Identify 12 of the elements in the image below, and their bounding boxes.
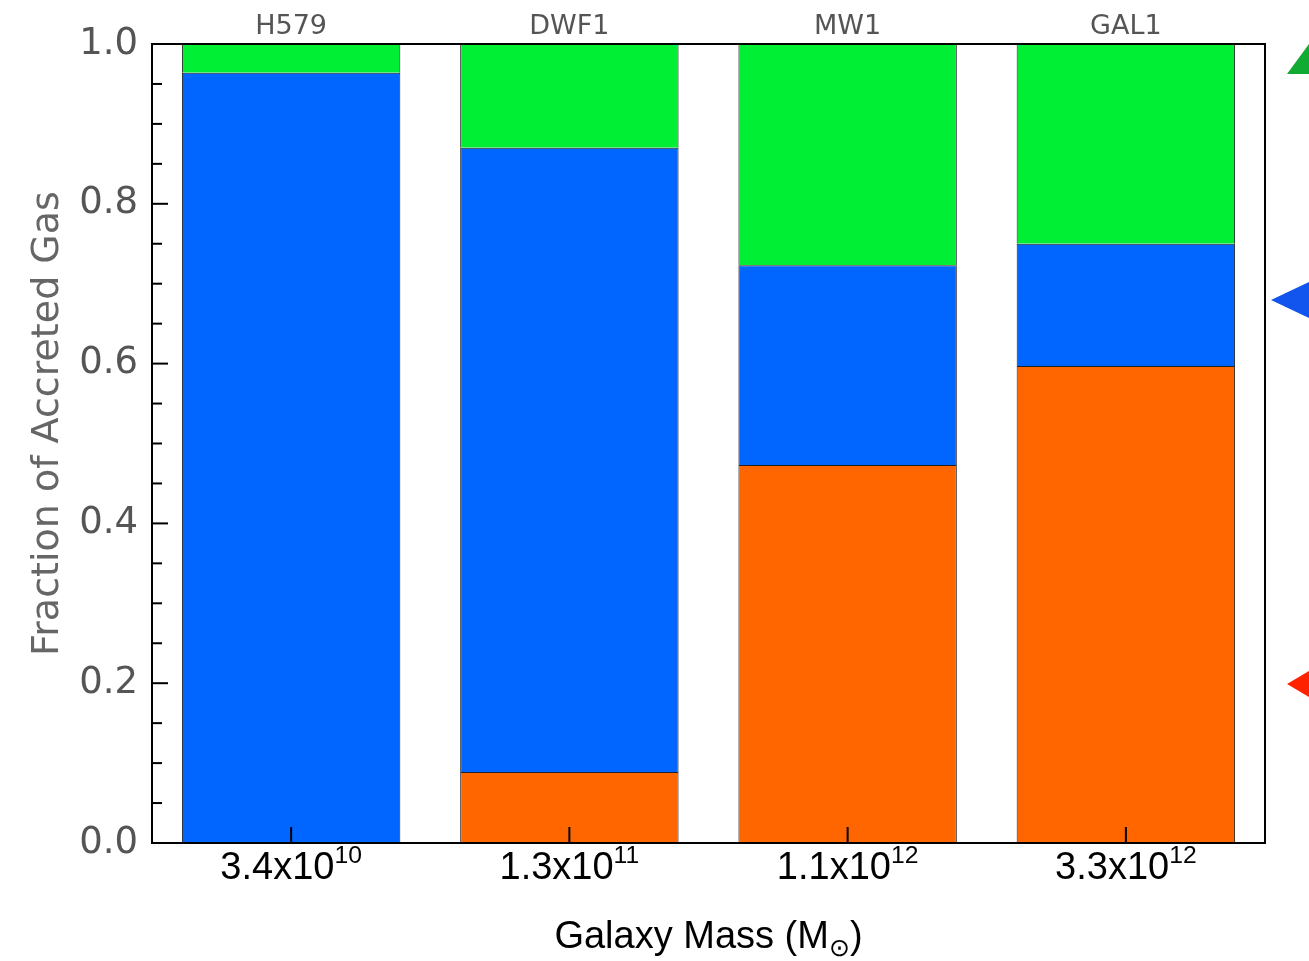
text: MW1 [814, 8, 882, 40]
y-tick-label: 0.0 [79, 818, 138, 862]
x-axis-title: Galaxy Mass (M⊙) [554, 914, 863, 961]
y-axis-title: Fraction of Accreted Gas [22, 191, 67, 656]
y-tick-label: 0.6 [79, 339, 138, 383]
y-tick-label: 0.2 [79, 658, 138, 702]
y-tick-label: 1.0 [79, 19, 138, 63]
y-tick-label: 0.8 [79, 179, 138, 223]
text: DWF1 [529, 8, 610, 40]
text: GAL1 [1090, 8, 1162, 40]
text: H579 [255, 8, 328, 40]
y-tick-label: 0.4 [79, 499, 138, 543]
